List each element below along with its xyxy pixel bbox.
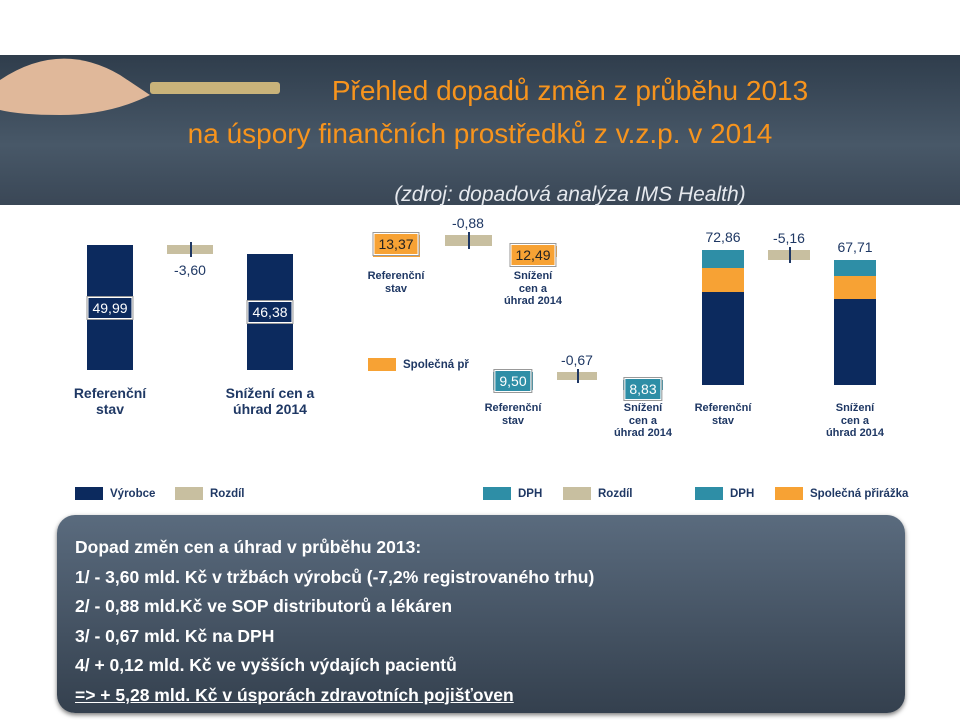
- total-label: 67,71: [837, 238, 873, 255]
- category-label: Snížení cen a úhrad 2014: [613, 402, 673, 440]
- summary-heading: Dopad změn cen a úhrad v průběhu 2013:: [75, 537, 422, 557]
- category-label: Referenční stav: [484, 402, 542, 427]
- difference-tick: [789, 247, 791, 263]
- legend-swatch: [695, 487, 723, 500]
- bar: [702, 292, 744, 385]
- bar: [834, 259, 876, 276]
- source: (zdroj: dopadová analýza IMS Health): [394, 183, 746, 206]
- difference-tick: [468, 232, 470, 249]
- difference-label: -0,67: [561, 352, 593, 368]
- difference-tick: [190, 242, 192, 257]
- bar: [702, 267, 744, 293]
- category-label: Referenční stav: [367, 270, 425, 295]
- key-illustration: [0, 58, 280, 115]
- value-label: 49,99: [86, 295, 134, 320]
- category-label: Referenční stav: [694, 402, 752, 427]
- legend-label: DPH: [730, 487, 755, 500]
- legend-item: DPH: [483, 487, 542, 500]
- summary-line: 3/ - 0,67 mld. Kč na DPH: [75, 625, 275, 646]
- header-band: [0, 55, 960, 205]
- legend-label: Společná př: [403, 358, 469, 371]
- legend-label: Rozdíl: [598, 487, 633, 500]
- summary-line: 1/ - 3,60 mld. Kč v tržbách výrobců (-7,…: [75, 566, 595, 587]
- category-label: Snížení cen a úhrad 2014: [225, 385, 315, 418]
- bar: [834, 298, 876, 385]
- category-label: Snížení cen a úhrad 2014: [825, 402, 885, 440]
- legend-item: Rozdíl: [563, 487, 633, 500]
- title-line: Přehled dopadů změn z průběhu 2013: [331, 75, 809, 106]
- total-label: 72,86: [705, 229, 741, 245]
- title-line: na úspory finančních prostředků z v.z.p.…: [187, 118, 773, 149]
- key: [150, 82, 280, 94]
- difference-label: -5,16: [773, 230, 805, 246]
- value-label: 9,50: [493, 369, 533, 393]
- difference-label: -3,60: [174, 262, 206, 278]
- legend-swatch: [563, 487, 591, 500]
- legend-item: Společná přirážka: [775, 487, 908, 500]
- value-label: 8,83: [623, 377, 663, 402]
- legend-item: Rozdíl: [175, 487, 245, 500]
- category-label: Snížení cen a úhrad 2014: [503, 270, 563, 308]
- legend-label: Společná přirážka: [810, 487, 909, 500]
- category-label: Referenční stav: [73, 385, 147, 418]
- legend-swatch: [175, 487, 203, 500]
- difference-tick: [577, 369, 579, 384]
- hand: [0, 58, 150, 115]
- summary-line: 2/ - 0,88 mld.Kč ve SOP distributorů a l…: [75, 596, 453, 616]
- value-label: 12,49: [509, 242, 557, 267]
- legend-item: Společná př: [368, 358, 469, 371]
- value-label: 46,38: [246, 300, 294, 324]
- difference-label: -0,88: [452, 215, 484, 231]
- summary-line: => + 5,28 mld. Kč v úsporách zdravotních…: [75, 684, 514, 705]
- legend-swatch: [368, 358, 396, 371]
- summary-line: 4/ + 0,12 mld. Kč ve vyšších výdajích pa…: [75, 655, 457, 675]
- bar: [834, 275, 876, 299]
- legend-item: DPH: [695, 487, 754, 500]
- legend-label: DPH: [518, 487, 543, 500]
- legend-swatch: [75, 487, 103, 500]
- legend-swatch: [775, 487, 803, 500]
- value-label: 13,37: [372, 232, 420, 256]
- legend-label: Výrobce: [110, 487, 156, 500]
- bar: [702, 250, 744, 268]
- summary-box: Dopad změn cen a úhrad v průběhu 2013: 1…: [57, 515, 905, 713]
- legend-item: Výrobce: [75, 487, 155, 500]
- legend-label: Rozdíl: [210, 487, 245, 500]
- legend-swatch: [483, 487, 511, 500]
